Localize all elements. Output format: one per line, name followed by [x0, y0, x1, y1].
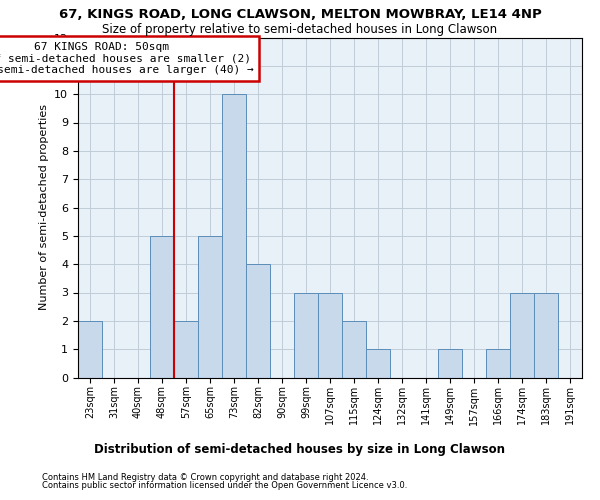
Bar — [438, 349, 462, 378]
Bar — [174, 321, 198, 378]
Text: Contains public sector information licensed under the Open Government Licence v3: Contains public sector information licen… — [42, 482, 407, 490]
Bar — [318, 292, 342, 378]
Bar — [222, 94, 246, 378]
Text: Contains HM Land Registry data © Crown copyright and database right 2024.: Contains HM Land Registry data © Crown c… — [42, 472, 368, 482]
Bar — [198, 236, 222, 378]
Bar — [78, 321, 102, 378]
Text: Size of property relative to semi-detached houses in Long Clawson: Size of property relative to semi-detach… — [103, 22, 497, 36]
Text: Distribution of semi-detached houses by size in Long Clawson: Distribution of semi-detached houses by … — [95, 442, 505, 456]
Bar — [294, 292, 318, 378]
Bar — [342, 321, 366, 378]
Bar — [366, 349, 390, 378]
Text: 67, KINGS ROAD, LONG CLAWSON, MELTON MOWBRAY, LE14 4NP: 67, KINGS ROAD, LONG CLAWSON, MELTON MOW… — [59, 8, 541, 20]
Bar — [246, 264, 270, 378]
Text: 67 KINGS ROAD: 50sqm
← 5% of semi-detached houses are smaller (2)
95% of semi-de: 67 KINGS ROAD: 50sqm ← 5% of semi-detach… — [0, 42, 254, 75]
Bar — [486, 349, 510, 378]
Y-axis label: Number of semi-detached properties: Number of semi-detached properties — [38, 104, 49, 310]
Bar — [534, 292, 558, 378]
Bar — [150, 236, 174, 378]
Bar — [510, 292, 534, 378]
